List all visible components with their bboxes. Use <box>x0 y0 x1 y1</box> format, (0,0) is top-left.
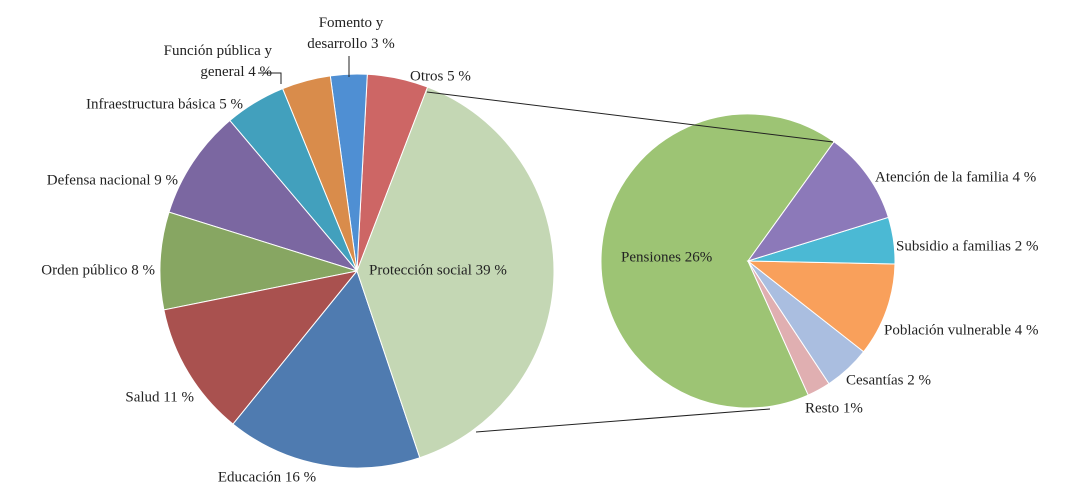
slice-label: Educación 16 % <box>218 468 316 485</box>
category-name: Otros <box>410 68 444 85</box>
slice-label: Fomento y desarrollo 3 % <box>291 13 411 55</box>
category-name: Orden público <box>41 262 128 279</box>
category-name: Función pública y general <box>163 43 272 80</box>
category-name: Defensa nacional <box>46 172 151 189</box>
pie-slice <box>746 260 896 353</box>
category-name: Población vulnerable <box>884 322 1012 339</box>
value-label: 16 % <box>284 469 317 485</box>
category-name: Atención de la familia <box>875 169 1009 186</box>
pie-slice <box>746 141 889 262</box>
value-label: 2 % <box>907 372 931 389</box>
pie-slice <box>159 211 358 311</box>
value-label: 5 % <box>219 96 243 113</box>
value-label: 3 % <box>370 36 395 52</box>
slice-label: Defensa nacional 9 % <box>47 171 178 192</box>
slice-label: Función pública y general 4 % <box>142 41 272 83</box>
slice-label: Subsidio a familias 2 % <box>896 237 1039 258</box>
category-name: Fomento y desarrollo <box>307 15 384 52</box>
leader-line <box>258 72 282 84</box>
category-name: Educación <box>217 469 282 485</box>
category-name: Infraestructura básica <box>85 96 216 113</box>
pie-slice <box>163 270 359 425</box>
slice-label: Pensiones 26% <box>621 248 712 269</box>
slice-label: Resto 1% <box>805 399 863 420</box>
value-label: 4 % <box>248 64 272 80</box>
value-label: 39 % <box>475 262 507 279</box>
category-name: Protección social <box>369 262 472 279</box>
pie-slice <box>168 119 359 272</box>
value-label: 5 % <box>447 68 471 85</box>
connector-line <box>475 408 771 433</box>
slice-label: Cesantías 2 % <box>846 371 931 392</box>
category-name: Subsidio a familias <box>896 238 1011 255</box>
pie-slice <box>356 86 555 459</box>
category-name: Pensiones <box>621 249 681 266</box>
value-label: 4 % <box>1012 169 1037 186</box>
category-name: Cesantías <box>846 372 904 389</box>
slice-label: Infraestructura básica 5 % <box>86 95 243 116</box>
value-label: 8 % <box>131 262 155 279</box>
slice-label: Salud 11 % <box>125 388 194 409</box>
slice-label: Población vulnerable 4 % <box>884 321 1039 342</box>
category-name: Salud <box>125 389 160 406</box>
slice-label: Orden público 8 % <box>41 261 155 282</box>
value-label: 4 % <box>1014 322 1039 339</box>
value-label: 26% <box>684 249 713 266</box>
slice-label: Otros 5 % <box>410 67 471 88</box>
value-label: 11 % <box>163 389 194 406</box>
pie-slice <box>600 113 835 409</box>
connector-line <box>426 91 834 143</box>
category-name: Resto <box>805 400 840 417</box>
value-label: 2 % <box>1014 238 1039 255</box>
slice-label: Atención de la familia 4 % <box>875 168 1036 189</box>
value-label: 9 % <box>154 172 178 189</box>
slice-label: Protección social 39 % <box>369 261 507 282</box>
value-label: 1% <box>842 400 863 417</box>
